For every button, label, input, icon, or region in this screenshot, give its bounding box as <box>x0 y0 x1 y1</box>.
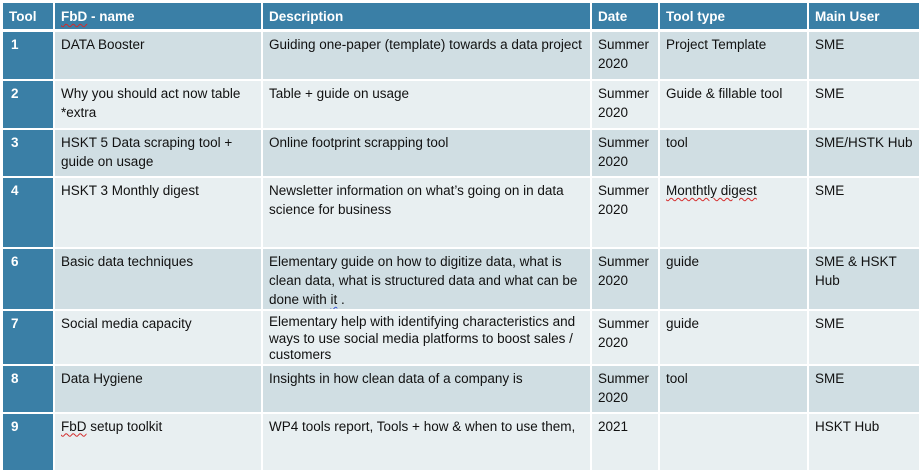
tool-type: Guide & fillable tool <box>658 81 807 130</box>
tool-name: HSKT 5 Data scraping tool + guide on usa… <box>53 130 261 178</box>
header-row: Tool FbD - name Description Date Tool ty… <box>1 3 919 32</box>
header-name: FbD - name <box>53 3 261 32</box>
tool-name: Data Hygiene <box>53 365 261 414</box>
tool-name: Basic data techniques <box>53 249 261 311</box>
tool-type-text: Monthtly digest <box>666 183 757 198</box>
header-name-prefix: FbD <box>61 9 88 24</box>
header-tool: Tool <box>1 3 53 32</box>
header-name-suffix: - name <box>87 9 135 24</box>
tool-date: Summer 2020 <box>590 130 658 178</box>
tool-date: Summer 2020 <box>590 249 658 311</box>
tool-name: FbD setup toolkit <box>53 413 261 472</box>
table-row: 2 Why you should act now table *extra Ta… <box>1 81 919 130</box>
tool-main-user: SME <box>807 81 919 130</box>
table-row: 3 HSKT 5 Data scraping tool + guide on u… <box>1 130 919 178</box>
tool-type: Monthtly digest <box>658 178 807 249</box>
tool-name: Why you should act now table *extra <box>53 81 261 130</box>
tool-description-end: . <box>337 292 345 307</box>
tool-name: Social media capacity <box>53 311 261 366</box>
tool-description: Elementary guide on how to digitize data… <box>261 249 590 311</box>
header-date: Date <box>590 3 658 32</box>
tool-description: Online footprint scrapping tool <box>261 130 590 178</box>
tool-date: Summer 2020 <box>590 81 658 130</box>
tools-table: Tool FbD - name Description Date Tool ty… <box>1 3 919 472</box>
tool-date: Summer 2020 <box>590 365 658 414</box>
tool-type: tool <box>658 130 807 178</box>
tool-number: 8 <box>1 365 53 414</box>
tool-main-user: SME & HSKT Hub <box>807 249 919 311</box>
tool-name-suffix: setup toolkit <box>86 418 163 434</box>
tool-name: DATA Booster <box>53 32 261 81</box>
tool-number: 7 <box>1 311 53 366</box>
tool-description: Insights in how clean data of a company … <box>261 365 590 414</box>
table-row: 1 DATA Booster Guiding one-paper (templa… <box>1 32 919 81</box>
tool-description: Elementary help with identifying charact… <box>261 311 590 366</box>
header-main-user: Main User <box>807 3 919 32</box>
tool-description-it: it <box>330 292 338 307</box>
tool-date: Summer 2020 <box>590 178 658 249</box>
tool-date: Summer 2020 <box>590 311 658 366</box>
header-tool-type: Tool type <box>658 3 807 32</box>
tool-name: HSKT 3 Monthly digest <box>53 178 261 249</box>
table-row: 9 FbD setup toolkit WP4 tools report, To… <box>1 413 919 472</box>
tool-main-user: SME <box>807 178 919 249</box>
tool-number: 1 <box>1 32 53 81</box>
tool-description: Table + guide on usage <box>261 81 590 130</box>
tool-type: Project Template <box>658 32 807 81</box>
tool-number: 2 <box>1 81 53 130</box>
tool-type: guide <box>658 249 807 311</box>
tool-description-main: Elementary guide on how to digitize data… <box>269 254 578 307</box>
tool-main-user: SME <box>807 311 919 366</box>
tool-description: Guiding one-paper (template) towards a d… <box>261 32 590 81</box>
tool-description: WP4 tools report, Tools + how & when to … <box>261 413 590 472</box>
tool-number: 9 <box>1 413 53 472</box>
table-row: 7 Social media capacity Elementary help … <box>1 311 919 366</box>
tool-type: tool <box>658 365 807 414</box>
tool-number: 4 <box>1 178 53 249</box>
header-description: Description <box>261 3 590 32</box>
tool-number: 3 <box>1 130 53 178</box>
tool-type: guide <box>658 311 807 366</box>
tool-date: Summer 2020 <box>590 32 658 81</box>
table-row: 4 HSKT 3 Monthly digest Newsletter infor… <box>1 178 919 249</box>
tool-type <box>658 413 807 472</box>
tool-description: Newsletter information on what’s going o… <box>261 178 590 249</box>
table-row: 8 Data Hygiene Insights in how clean dat… <box>1 365 919 414</box>
tool-date: 2021 <box>590 413 658 472</box>
tool-number: 6 <box>1 249 53 311</box>
tool-name-prefix: FbD <box>61 418 87 434</box>
table-row: 6 Basic data techniques Elementary guide… <box>1 249 919 311</box>
tool-main-user: HSKT Hub <box>807 413 919 472</box>
tool-main-user: SME/HSTK Hub <box>807 130 919 178</box>
tool-main-user: SME <box>807 32 919 81</box>
tool-main-user: SME <box>807 365 919 414</box>
